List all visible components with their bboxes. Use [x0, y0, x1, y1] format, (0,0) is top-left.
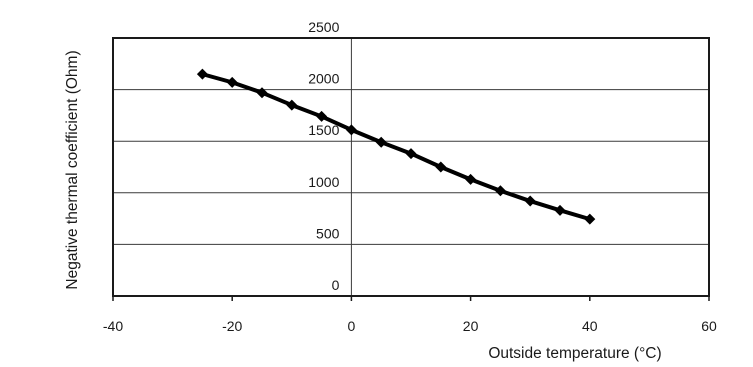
- data-point-0-5: [345, 124, 357, 136]
- x-tick-labels: -40 -20 0 20 40 60: [103, 318, 717, 334]
- data-point-0-3: [286, 99, 298, 111]
- data-point-0-7: [405, 148, 417, 160]
- series: [196, 68, 596, 225]
- data-point-0-9: [465, 173, 477, 185]
- series-line-0: [200, 72, 592, 222]
- data-point-0-2: [256, 87, 268, 99]
- y-tick-label-2000: 2000: [308, 71, 339, 87]
- x-tick-label-40: 40: [582, 318, 598, 334]
- x-tick-label-60: 60: [701, 318, 717, 334]
- data-point-0-10: [494, 185, 506, 197]
- gridlines: [113, 89, 709, 245]
- data-point-0-11: [524, 195, 536, 207]
- plot-area: [113, 38, 709, 296]
- y-tick-labels: 0 500 1000 1500 2000 2500: [308, 19, 339, 293]
- plot-frame: [112, 37, 710, 297]
- y-tick-label-1500: 1500: [308, 122, 339, 138]
- y-tick-label-0: 0: [332, 277, 340, 293]
- y-axis-title: Negative thermal coefficient (Ohm): [64, 50, 81, 289]
- x-tick-label-0: 0: [348, 318, 356, 334]
- y-tick-label-500: 500: [316, 225, 340, 241]
- y-tick-label-2500: 2500: [308, 19, 339, 35]
- x-tick-label--40: -40: [103, 318, 123, 334]
- data-point-0-1: [226, 76, 238, 88]
- data-point-0-12: [554, 204, 566, 216]
- axes: [112, 37, 710, 301]
- data-point-0-6: [375, 136, 387, 148]
- x-axis-title: Outside temperature (°C): [488, 345, 661, 362]
- y-tick-label-1000: 1000: [308, 174, 339, 190]
- plot-background: [113, 38, 709, 296]
- data-point-0-8: [435, 161, 447, 173]
- data-point-0-4: [316, 110, 328, 122]
- x-tick-label-20: 20: [463, 318, 479, 334]
- data-point-0-13: [584, 213, 596, 225]
- data-point-0-0: [196, 68, 208, 80]
- x-tick-label--20: -20: [222, 318, 242, 334]
